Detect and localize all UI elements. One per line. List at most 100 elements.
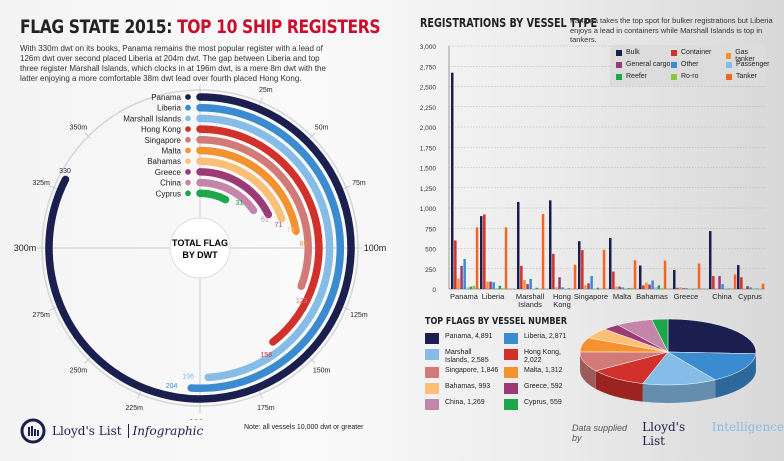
pie-side [642,379,716,403]
bar-tanker [663,260,667,289]
x-tick-label: Cyprus [738,292,762,301]
bar-gas-tanker [615,286,618,289]
flag-icon [183,189,193,198]
x-tick-label: Liberia [482,292,505,301]
bar-other [463,259,466,289]
legend-label: Greece, 592 [524,383,563,390]
tick-label: 350m [70,124,88,131]
country-label: Hong Kong [141,125,181,134]
y-tick-label: 1,250 [420,186,437,193]
bar-passenger [593,288,596,290]
bar-passenger [532,288,535,290]
bar-gas-tanker [679,287,682,289]
bar-container [454,240,457,289]
pie-legend-item: Marshall Islands, 2,585 [425,349,535,365]
country-label: Liberia [157,104,182,113]
tick-label: 50m [315,124,329,131]
bar-other [685,288,688,289]
bar-other [529,278,532,289]
value-label: 123 [296,298,308,305]
y-tick-label: 1,750 [420,145,437,152]
bar-general-cargo [526,284,529,289]
legend-swatch [425,333,439,344]
legend-item: Ro-ro [671,73,699,80]
arc-panama [45,93,355,403]
legend-item: Reefer [616,73,647,80]
tick-label: 250m [70,368,88,375]
bar-reefer [535,287,539,289]
bar-ro-ro [694,289,698,290]
country-label: Bahamas [147,157,181,166]
bar-ro-ro [730,288,734,290]
bar-other [721,284,724,289]
flag-icon [183,124,193,134]
bar-ro-ro [599,288,603,290]
legend-swatch [671,61,677,68]
x-tick-label: Greece [674,292,699,301]
legend-item: Bulk [616,49,640,56]
tick-label: 225m [125,405,143,412]
tick-mark [258,97,263,105]
bar-bulk [578,241,581,289]
x-tick-label: Singapore [574,292,608,301]
y-tick-label: 1,000 [420,206,437,213]
center-circle [169,217,231,279]
value-label: 204 [166,383,178,390]
bar-ro-ro [570,288,574,290]
bar-passenger [624,288,627,289]
bar-general-cargo [587,283,590,289]
flag-icon [183,167,193,177]
tick-mark [84,132,91,139]
bar-reefer [755,288,759,290]
legend-swatch [425,383,439,394]
tick-mark [84,357,91,364]
tick-label: 25m [259,87,273,94]
bar-tanker [541,214,545,289]
x-tick-label: China [712,292,732,301]
bar-gas-tanker [457,278,460,289]
bar-passenger [752,288,755,289]
country-label: China [160,179,181,188]
pie-legend-item: Panama, 4,891 [425,333,535,344]
arc-hong-kong [196,125,323,346]
value-label: 158 [260,352,272,359]
bar-bulk [451,72,454,289]
bar-general-cargo [746,286,749,289]
pie-legend-item: Cyprus, 559 [504,399,614,410]
legend-label: China, 1,269 [445,399,485,406]
bar-container [581,250,584,289]
x-tick-label: Kong [553,300,571,309]
legend-label: Liberia, 2,871 [524,333,567,340]
tick-mark [309,132,316,139]
center-label: TOTAL FLAG [172,238,228,248]
y-tick-label: 500 [425,247,436,254]
x-tick-label: Panama [450,292,479,301]
legend-label: Panama, 4,891 [445,333,493,340]
legend-label: Marshall Islands, 2,585 [445,349,489,364]
pie-side [715,353,756,398]
bar-other [590,276,593,289]
tick-label: 125m [350,312,368,319]
legend-swatch [726,61,732,68]
legend-swatch [671,73,677,80]
y-tick-label: 0 [432,287,436,294]
bar-container [642,285,645,289]
bar-ro-ro [660,288,664,289]
legend-item: Gas tanker [726,49,765,63]
legend-item: Passenger [726,61,769,68]
bar-tanker [475,227,479,289]
legend-swatch [726,73,732,80]
bar-passenger [724,288,727,289]
tick-label: 325m [32,180,50,187]
y-tick-label: 2,000 [420,125,437,132]
legend-label: Reefer [626,73,648,80]
legend-label: Bahamas, 993 [445,383,491,390]
arc-greece [196,168,273,219]
arc-marshall-islands [196,114,334,382]
country-label: Singapore [145,136,182,145]
y-tick-label: 750 [425,226,436,233]
pie-legend-item: Hong Kong, 2,022 [504,349,614,365]
flag-icon [183,146,193,155]
tick-mark [49,185,57,190]
flag-icon [183,178,193,187]
